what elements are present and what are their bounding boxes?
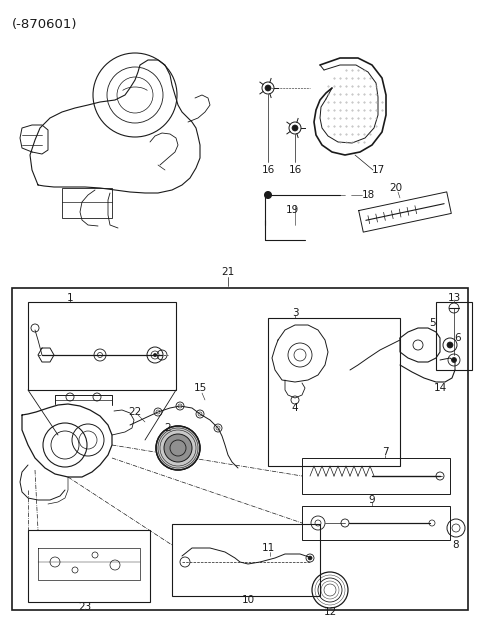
Text: 8: 8 bbox=[453, 540, 459, 550]
Text: 9: 9 bbox=[369, 495, 375, 505]
Circle shape bbox=[452, 358, 456, 363]
Text: 16: 16 bbox=[262, 165, 275, 175]
Circle shape bbox=[292, 125, 298, 131]
Bar bbox=[302, 458, 450, 494]
Text: 22: 22 bbox=[128, 407, 142, 417]
Circle shape bbox=[156, 426, 200, 470]
Circle shape bbox=[164, 434, 192, 462]
Circle shape bbox=[154, 354, 156, 356]
Circle shape bbox=[308, 556, 312, 560]
Text: 7: 7 bbox=[382, 447, 388, 457]
Text: 11: 11 bbox=[262, 543, 275, 553]
Circle shape bbox=[447, 342, 453, 348]
Text: 2: 2 bbox=[165, 423, 171, 433]
Bar bbox=[12, 288, 468, 610]
Text: 3: 3 bbox=[292, 308, 298, 318]
Circle shape bbox=[264, 192, 272, 198]
Bar bbox=[28, 530, 150, 602]
Text: 18: 18 bbox=[361, 190, 374, 200]
Text: 20: 20 bbox=[389, 183, 403, 193]
Text: 4: 4 bbox=[292, 403, 298, 413]
Text: 21: 21 bbox=[221, 267, 235, 277]
Text: (-870601): (-870601) bbox=[12, 18, 77, 31]
Text: 13: 13 bbox=[447, 293, 461, 303]
Bar bbox=[172, 524, 320, 596]
Text: 12: 12 bbox=[324, 607, 336, 617]
Text: 23: 23 bbox=[78, 602, 92, 612]
Text: 15: 15 bbox=[193, 383, 206, 393]
Text: 19: 19 bbox=[286, 205, 299, 215]
Bar bbox=[28, 302, 176, 390]
Text: 14: 14 bbox=[433, 383, 446, 393]
Text: 6: 6 bbox=[455, 333, 461, 343]
Bar bbox=[268, 318, 400, 466]
Text: 5: 5 bbox=[429, 318, 435, 328]
Text: 17: 17 bbox=[372, 165, 384, 175]
Bar bbox=[62, 188, 112, 218]
Bar bbox=[436, 302, 472, 370]
Circle shape bbox=[265, 85, 271, 91]
Text: 1: 1 bbox=[67, 293, 73, 303]
Bar bbox=[302, 506, 450, 540]
Text: 10: 10 bbox=[241, 595, 254, 605]
Text: 16: 16 bbox=[288, 165, 301, 175]
